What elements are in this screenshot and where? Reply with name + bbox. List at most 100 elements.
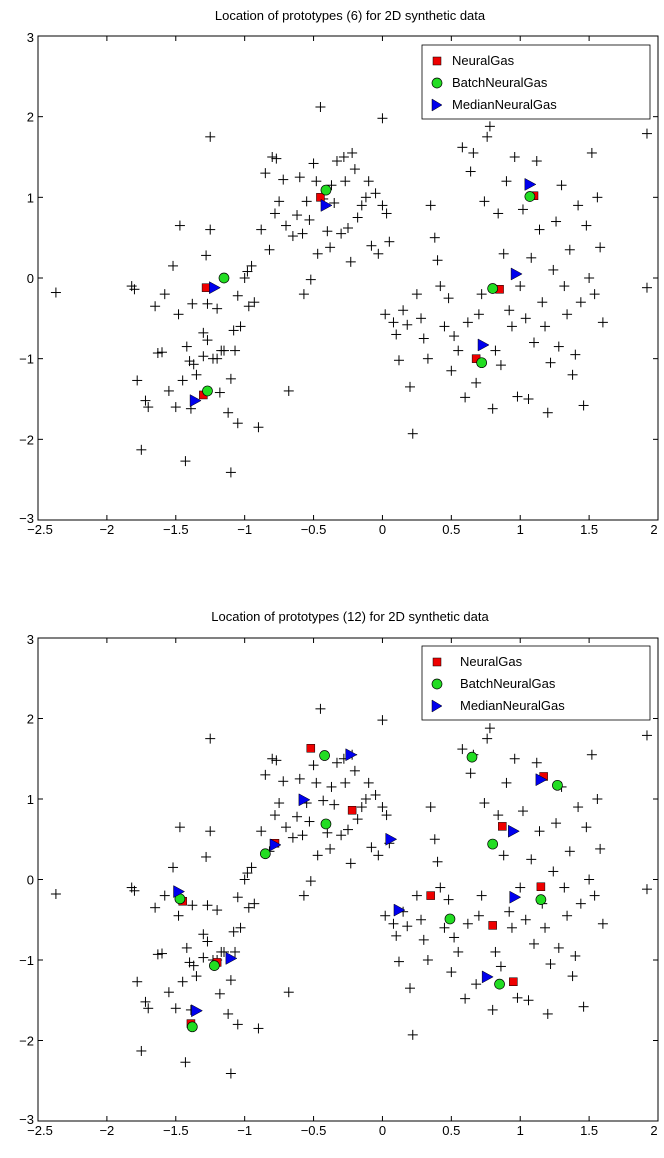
- data-point: [274, 196, 285, 207]
- data-point: [457, 744, 468, 755]
- data-point: [422, 955, 433, 965]
- data-point: [425, 802, 436, 813]
- data-point: [509, 753, 520, 764]
- data-point: [446, 967, 457, 978]
- data-point: [163, 385, 174, 396]
- data-point: [352, 814, 363, 825]
- data-point: [132, 375, 143, 386]
- data-point: [545, 959, 556, 970]
- batchneuralgas-prototype: [552, 779, 563, 791]
- prototypes-top: [189, 178, 539, 408]
- data-point: [381, 208, 392, 219]
- data-point: [501, 777, 512, 788]
- batchneuralgas-prototype: [259, 848, 271, 860]
- data-point: [281, 822, 291, 833]
- data-point: [170, 1003, 181, 1014]
- data-point: [398, 305, 409, 316]
- data-point: [174, 220, 185, 231]
- data-point: [453, 946, 464, 957]
- data-point: [312, 850, 323, 861]
- data-point: [407, 428, 418, 439]
- data-point: [202, 298, 213, 309]
- data-point: [449, 932, 460, 943]
- data-point: [173, 910, 184, 921]
- data-point: [416, 313, 427, 324]
- data-point: [311, 176, 322, 187]
- neuralgas-prototype: [536, 882, 546, 891]
- neuralgas-prototype: [426, 891, 435, 900]
- data-point: [411, 289, 422, 300]
- data-point: [509, 152, 520, 162]
- data-point: [449, 331, 460, 342]
- legend-medianneuralgas-marker: [431, 98, 443, 112]
- data-point: [292, 210, 303, 221]
- data-point: [168, 862, 179, 873]
- data-point: [205, 733, 216, 744]
- data-point: [232, 1019, 243, 1030]
- legend-batchneuralgas-marker: [431, 678, 443, 690]
- data-point: [641, 884, 652, 895]
- data-point: [460, 392, 471, 403]
- data-point: [537, 297, 548, 308]
- data-point: [188, 359, 199, 370]
- medianneuralgas-prototype: [535, 773, 548, 787]
- data-point: [584, 874, 595, 885]
- data-point: [163, 987, 174, 998]
- data-point: [501, 176, 512, 187]
- data-point: [187, 298, 198, 309]
- data-point: [225, 1068, 236, 1079]
- neuralgas-prototype: [316, 193, 325, 202]
- data-point: [370, 188, 381, 199]
- data-point: [304, 816, 315, 827]
- data-point: [534, 826, 545, 837]
- data-point: [292, 811, 303, 822]
- medianneuralgas-prototype: [173, 885, 186, 898]
- batchneuralgas-prototype: [320, 818, 332, 830]
- data-point: [202, 335, 213, 346]
- data-point: [540, 922, 551, 933]
- data-point: [418, 934, 429, 945]
- data-point: [534, 224, 545, 235]
- data-point: [242, 266, 253, 277]
- data-point: [476, 289, 487, 300]
- data-point: [331, 156, 342, 167]
- data-point: [269, 810, 280, 821]
- data-point: [287, 231, 298, 242]
- data-point: [512, 992, 523, 1003]
- data-point: [479, 798, 490, 809]
- data-point: [294, 773, 305, 784]
- data-point: [243, 902, 254, 913]
- x-tick-label: 0.5: [442, 522, 460, 537]
- data-point: [225, 373, 236, 384]
- data-point: [548, 866, 559, 877]
- x-tick-label: −1.5: [163, 522, 189, 537]
- data-point: [407, 1029, 418, 1040]
- data-point: [495, 961, 506, 972]
- data-point: [271, 153, 282, 164]
- data-point: [551, 216, 562, 227]
- data-point: [425, 200, 436, 211]
- data-point: [462, 317, 473, 328]
- data-point: [553, 942, 564, 953]
- batchneuralgas-prototype: [444, 913, 456, 925]
- data-point: [235, 922, 246, 933]
- data-point: [370, 789, 381, 800]
- data-point: [559, 281, 570, 292]
- data-point: [152, 949, 163, 960]
- data-point: [363, 176, 374, 187]
- data-point: [170, 402, 181, 413]
- data-point: [201, 250, 212, 261]
- data-point: [143, 402, 154, 413]
- data-point: [457, 142, 468, 153]
- legend-medianneuralgas-marker: [431, 699, 443, 713]
- data-point: [201, 851, 212, 862]
- batchneuralgas-prototype: [535, 894, 547, 905]
- data-point: [411, 890, 422, 901]
- data-point: [506, 922, 517, 933]
- data-point: [329, 197, 340, 208]
- x-tick-label: 1.5: [580, 1123, 598, 1138]
- data-point: [205, 826, 216, 837]
- data-point: [586, 749, 597, 760]
- data-point: [173, 309, 184, 320]
- data-point: [484, 723, 495, 734]
